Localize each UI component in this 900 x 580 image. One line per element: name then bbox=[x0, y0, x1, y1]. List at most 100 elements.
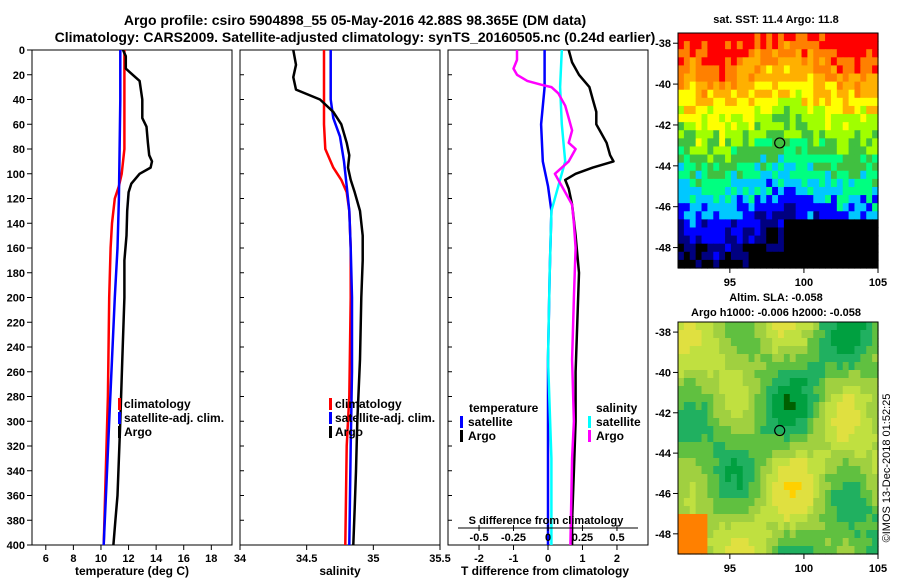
map-cell bbox=[689, 466, 697, 475]
map-cell bbox=[842, 49, 850, 58]
map-cell bbox=[678, 259, 685, 269]
map-cell bbox=[789, 506, 797, 515]
map-cell bbox=[819, 458, 826, 467]
map-cell bbox=[760, 442, 767, 451]
lat-tick-label: -38 bbox=[655, 38, 671, 50]
map-cell bbox=[813, 186, 820, 196]
map-cell bbox=[848, 259, 856, 269]
map-cell bbox=[830, 33, 838, 42]
map-cell bbox=[695, 474, 703, 483]
map-cell bbox=[678, 426, 685, 435]
map-cell bbox=[683, 219, 691, 229]
map-cell bbox=[772, 506, 779, 515]
map-cell bbox=[766, 546, 773, 555]
map-cell bbox=[730, 378, 738, 387]
depth-tick-label: 380 bbox=[7, 515, 25, 527]
map-cell bbox=[695, 498, 703, 507]
map-cell bbox=[736, 330, 744, 339]
map-cell bbox=[783, 378, 791, 387]
map-cell bbox=[695, 410, 703, 419]
map-cell bbox=[830, 122, 838, 131]
map-cell bbox=[713, 418, 720, 427]
map-cell bbox=[819, 482, 826, 491]
map-cell bbox=[760, 203, 767, 212]
map-cell bbox=[707, 354, 714, 363]
map-cell bbox=[719, 227, 726, 237]
map-cell bbox=[725, 138, 732, 148]
map-cell bbox=[795, 394, 803, 403]
map-cell bbox=[772, 259, 779, 269]
lat-tick-label: -42 bbox=[655, 408, 671, 420]
map-cell bbox=[848, 73, 856, 83]
map-cell bbox=[836, 57, 844, 67]
map-cell bbox=[719, 322, 726, 331]
map-cell bbox=[813, 410, 820, 419]
map-cell bbox=[842, 41, 850, 50]
map-cell bbox=[825, 506, 832, 515]
map-cell bbox=[842, 458, 850, 467]
map-cell bbox=[754, 138, 761, 148]
map-cell bbox=[795, 251, 803, 261]
map-cell bbox=[766, 154, 773, 164]
map-cell bbox=[783, 170, 791, 180]
map-cell bbox=[807, 130, 814, 139]
map-cell bbox=[754, 482, 761, 491]
map-cell bbox=[730, 402, 738, 411]
map-cell bbox=[842, 402, 850, 411]
map-cell bbox=[801, 178, 809, 188]
map-cell bbox=[736, 370, 744, 379]
map-cell bbox=[848, 330, 856, 339]
map-cell bbox=[678, 322, 685, 331]
map-cell bbox=[730, 426, 738, 435]
map-cell bbox=[736, 506, 744, 515]
map-cell bbox=[713, 97, 720, 107]
map-cell bbox=[683, 122, 691, 131]
map-cell bbox=[854, 546, 861, 555]
map-cell bbox=[872, 162, 879, 172]
difference-chart: -2 -1 0 1 2temperaturesatelliteArgosalinitys… bbox=[448, 49, 641, 565]
map-cell bbox=[695, 418, 703, 427]
map-cell bbox=[866, 114, 873, 123]
map-cell bbox=[754, 514, 761, 523]
map-cell bbox=[760, 346, 767, 355]
map-cell bbox=[819, 450, 826, 459]
map-cell bbox=[830, 498, 838, 507]
map-cell bbox=[801, 49, 809, 58]
map-cell bbox=[742, 498, 750, 507]
map-cell bbox=[695, 203, 703, 212]
map-cell bbox=[772, 490, 779, 499]
map-cell bbox=[730, 434, 738, 443]
map-cell bbox=[783, 474, 791, 483]
map-cell bbox=[748, 322, 756, 331]
lat-tick-label: -40 bbox=[655, 367, 671, 379]
map-cell bbox=[725, 346, 732, 355]
map-cell bbox=[725, 178, 732, 188]
lat-tick-label: -42 bbox=[655, 120, 671, 132]
map-cell bbox=[801, 251, 809, 261]
legend-label: satellite-adj. clim. bbox=[335, 411, 435, 425]
map-cell bbox=[842, 195, 850, 204]
map-cell bbox=[783, 466, 791, 475]
map-cell bbox=[772, 474, 779, 483]
map-cell bbox=[707, 402, 714, 411]
map-cell bbox=[872, 362, 879, 371]
map-cell bbox=[719, 162, 726, 172]
map-cell bbox=[866, 154, 873, 164]
map-cell bbox=[683, 490, 691, 499]
map-cell bbox=[689, 89, 697, 99]
map-cell bbox=[713, 442, 720, 451]
map-cell bbox=[783, 122, 791, 131]
map-cell bbox=[695, 178, 703, 188]
map-cell bbox=[842, 154, 850, 164]
map-cell bbox=[742, 426, 750, 435]
map-cell bbox=[713, 514, 720, 523]
map-cell bbox=[736, 235, 744, 245]
map-cell bbox=[730, 506, 738, 515]
map-cell bbox=[813, 138, 820, 148]
map-cell bbox=[772, 130, 779, 139]
map-cell bbox=[707, 33, 714, 42]
map-cell bbox=[725, 338, 732, 347]
map-cell bbox=[778, 259, 785, 269]
map-cell bbox=[742, 402, 750, 411]
map-cell bbox=[754, 330, 761, 339]
